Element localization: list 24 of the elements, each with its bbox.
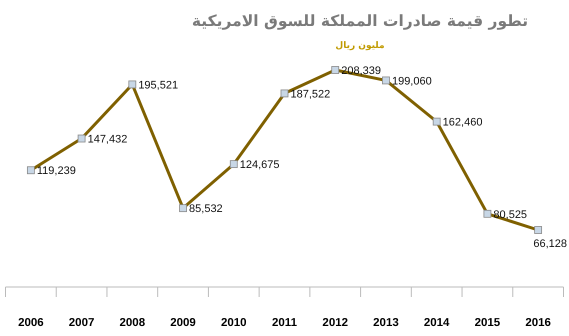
xtick: 2007 <box>68 317 94 329</box>
xtick: 2012 <box>322 317 348 329</box>
data-label: 199,060 <box>392 75 432 88</box>
xtick: 2014 <box>424 317 450 329</box>
xtick: 2009 <box>170 317 196 329</box>
data-label: 195,521 <box>138 79 178 92</box>
data-label: 80,525 <box>493 208 528 221</box>
data-label: 66,128 <box>533 238 567 250</box>
subtitle: مليون ريال <box>335 41 385 51</box>
data-label: 119,239 <box>36 165 76 178</box>
xtick: 2013 <box>373 317 399 329</box>
xtick: 2015 <box>474 317 500 329</box>
xtick: 2008 <box>120 317 146 329</box>
title: تطور قيمة صادرات المملكة للسوق الامريكية <box>192 12 528 30</box>
data-label: 124,675 <box>240 159 280 172</box>
data-label: 147,432 <box>88 134 128 146</box>
data-label: 162,460 <box>442 116 482 129</box>
xtick: 2016 <box>525 317 551 329</box>
data-label: 208,339 <box>341 65 381 77</box>
xtick: 2010 <box>220 317 247 329</box>
data-label: 85,532 <box>189 203 223 216</box>
xtick: 2011 <box>272 317 297 329</box>
data-label: 187,522 <box>290 88 330 100</box>
xtick: 2006 <box>18 317 44 329</box>
